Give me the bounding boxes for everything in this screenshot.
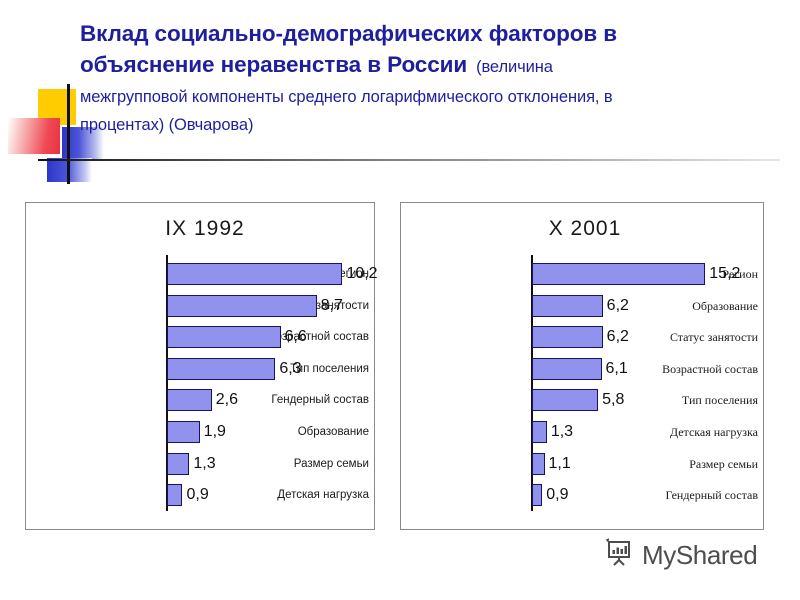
chart-ix-1992: IX 1992 Регион 10,2 Статус занятости 8,7 Воз… [25, 202, 378, 530]
bar-value-label: 1,3 [550, 423, 574, 440]
title-paren-open: (величина [476, 58, 553, 76]
title-line-2-main: объяснение неравенства в России [80, 52, 468, 77]
bar-row: Регион 10,2 [26, 259, 378, 289]
title-line-2: объяснение неравенства в России (величин… [80, 49, 780, 83]
bar [167, 357, 276, 380]
category-label: Гендерный состав [665, 488, 758, 503]
bar [167, 452, 190, 475]
category-label: Регион [722, 267, 758, 281]
bar [532, 421, 547, 443]
bar [167, 326, 281, 349]
title-line-1: Вклад социально-демографических факторов… [80, 21, 618, 46]
bar-row: Статус занятости 6,2 [401, 322, 763, 352]
chart-title-right: X 2001 [548, 217, 622, 240]
plot-area-right: Регион 15,2 Образование 6,2 Статус занятости… [401, 255, 763, 511]
bar [167, 484, 183, 507]
title-line-3: межгрупповой компоненты среднего логариф… [80, 88, 613, 106]
chart-x-2001: X 2001 Регион 15,2 Образование 6,2 Статус за… [400, 202, 764, 530]
bar [532, 452, 545, 475]
bar-value-label: 6,1 [605, 359, 628, 377]
bar-row: Возрастной состав 6,1 [401, 354, 763, 384]
bar [532, 389, 599, 412]
category-label: Статус занятости [669, 330, 758, 345]
watermark-label: MyShared [642, 540, 758, 570]
bar-row: Регион 15,2 [401, 259, 763, 289]
bar [532, 357, 602, 380]
bar-row: Образование 6,2 [401, 291, 763, 321]
bar-value-label: 5,8 [602, 391, 625, 409]
category-label: Тип поселения [681, 393, 758, 408]
bar-row: Детская нагрузка 1,3 [401, 417, 763, 447]
bar-row: Образование 1,9 [26, 417, 374, 447]
bar-row: Размер семьи 1,1 [401, 449, 763, 479]
bar-row: Гендерный состав 0,9 [401, 480, 763, 510]
bar [532, 294, 603, 317]
bar-row: Статус занятости 8,7 [26, 291, 374, 321]
bar [532, 326, 603, 349]
slide-title: Вклад социально-демографических факторов… [80, 18, 780, 139]
category-label: Возрастной состав [267, 331, 369, 344]
bar-row: Возрастной состав 6,6 [26, 322, 374, 352]
bar-value-label: 1,3 [193, 454, 216, 472]
category-label: Детская нагрузка [277, 489, 369, 502]
category-label: Детская нагрузка [669, 425, 758, 439]
category-label: Возрастной состав [662, 361, 758, 376]
bar [167, 294, 317, 317]
bar-row: Тип поселения 6,3 [26, 354, 374, 384]
vertical-rule [67, 84, 70, 184]
bar-value-label: 10,2 [346, 265, 378, 282]
bar-value-label: 1,9 [203, 423, 226, 440]
category-label: Тип поселения [290, 362, 369, 375]
category-label: Размер семьи [293, 457, 369, 470]
bar-row: Гендерный состав 2,6 [26, 385, 374, 415]
category-label: Образование [692, 298, 758, 313]
flipchart-icon [604, 538, 634, 573]
blue-gradient-square-lower [47, 158, 92, 182]
bar-value-label: 15,2 [709, 265, 741, 282]
plot-area-left: Регион 10,2 Статус занятости 8,7 Возрастной … [26, 255, 378, 511]
category-label: Размер семьи [689, 456, 758, 471]
bar [167, 389, 212, 412]
bar-value-label: 6,3 [279, 359, 302, 377]
bar-row: Размер семьи 1,3 [26, 449, 374, 479]
bar-value-label: 8,7 [320, 296, 343, 314]
bar-value-label: 1,1 [548, 454, 571, 472]
bar [167, 263, 343, 285]
bar-value-label: 2,6 [215, 391, 238, 409]
bar-row: Детская нагрузка 0,9 [26, 480, 374, 510]
chart-title-left: IX 1992 [165, 217, 245, 240]
bar-value-label: 0,9 [546, 486, 569, 504]
bar-value-label: 6,6 [284, 328, 307, 346]
horizontal-rule [38, 159, 780, 161]
category-label: Образование [297, 426, 369, 438]
red-gradient-square [8, 118, 60, 154]
title-line-4: процентах) (Овчарова) [80, 116, 254, 134]
myshared-watermark: MyShared [604, 538, 758, 573]
bar-row: Тип поселения 5,8 [401, 385, 763, 415]
bar [532, 484, 543, 507]
bar-value-label: 0,9 [186, 486, 209, 504]
category-label: Гендерный состав [271, 394, 369, 407]
bar [167, 421, 200, 443]
y-axis-left [166, 255, 168, 511]
bar-value-label: 6,2 [606, 328, 629, 346]
bar [532, 263, 706, 285]
y-axis-right [531, 255, 533, 511]
bar-value-label: 6,2 [606, 296, 629, 314]
yellow-square [38, 89, 76, 125]
